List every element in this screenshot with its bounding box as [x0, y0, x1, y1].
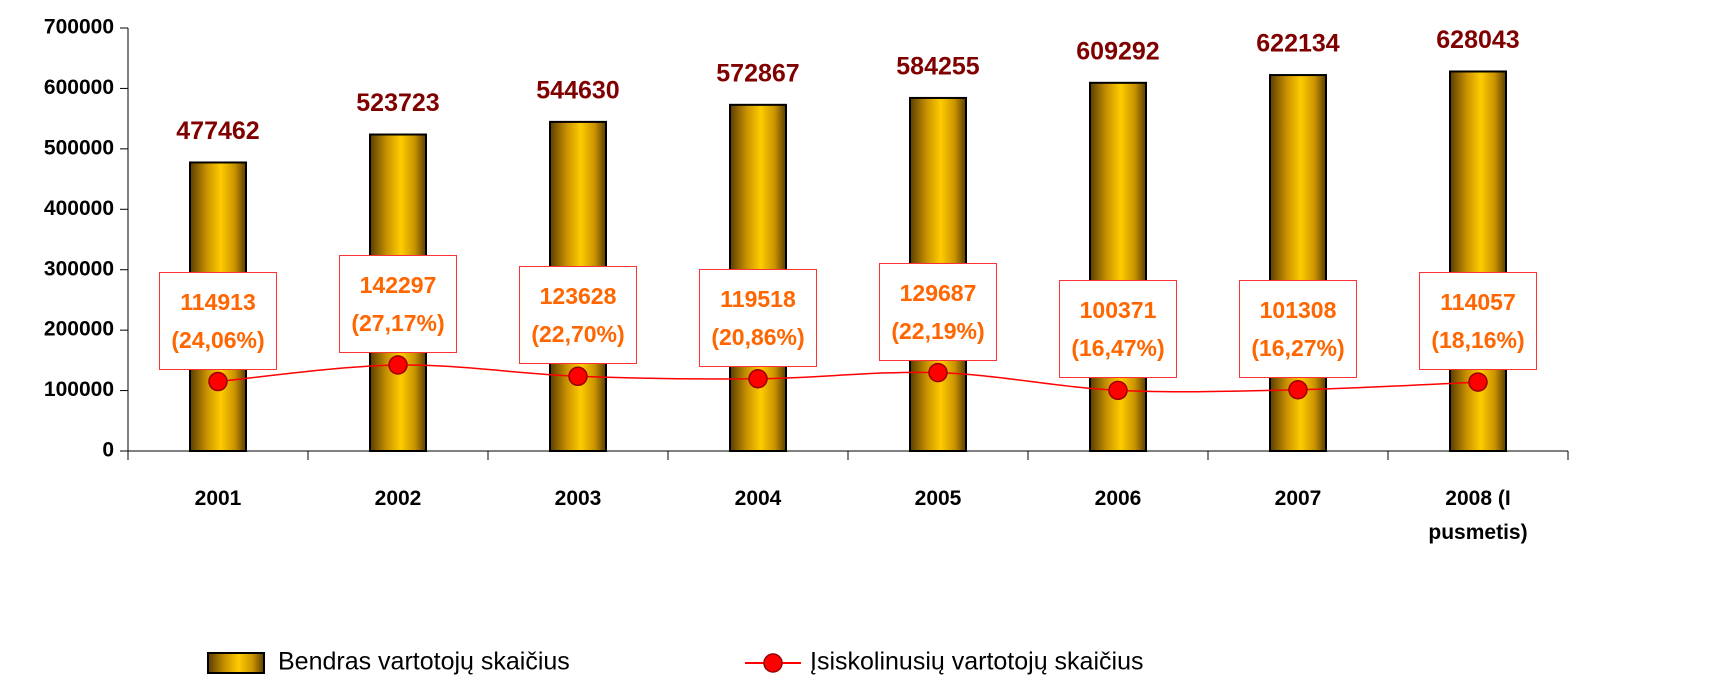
bar-value-label: 609292 [1076, 37, 1159, 65]
bar-value-label: 523723 [356, 89, 439, 117]
x-tick-label: 2008 (I pusmetis) [1428, 487, 1528, 544]
legend-bar-icon [207, 652, 265, 674]
x-tick-label: 2004 [734, 487, 782, 510]
bar-value-label: 584255 [896, 53, 980, 81]
legend-label: Įsiskolinusių vartotojų skaičius [810, 648, 1143, 676]
line-marker [568, 366, 588, 387]
x-tick-label: 2001 [194, 487, 242, 510]
line-value-label: 129687 (22,19%) [879, 262, 997, 361]
y-tick-label: 500000 [44, 136, 114, 159]
bar-value-label: 622134 [1256, 30, 1340, 58]
y-tick-label: 700000 [44, 16, 114, 39]
y-tick-label: 0 [102, 439, 114, 462]
line-marker [748, 369, 768, 389]
line-marker [928, 362, 948, 383]
y-tick-label: 200000 [44, 318, 114, 341]
x-tick-label: 2006 [1094, 487, 1142, 510]
line-value-label: 142297 (27,17%) [339, 255, 457, 353]
line [217, 364, 1479, 393]
line-value-label: 114913 (24,06%) [159, 271, 277, 370]
line-value-label: 123628 (22,70%) [519, 266, 637, 365]
x-tick-label: 2007 [1274, 487, 1322, 510]
legend-label: Bendras vartotojų skaičius [278, 648, 570, 676]
line-value-label: 101308 (16,27%) [1239, 279, 1357, 378]
line-marker [388, 355, 408, 375]
line-marker [1108, 380, 1128, 401]
line-value-label: 100371 (16,47%) [1059, 280, 1177, 379]
line-value-label: 119518 (20,86%) [699, 268, 817, 367]
bar-value-label: 544630 [536, 76, 619, 104]
bar-value-label: 628043 [1436, 26, 1519, 54]
x-tick-label: 2003 [554, 487, 602, 510]
x-tick-label: 2005 [914, 487, 962, 510]
line-value-label: 114057 (18,16%) [1419, 272, 1537, 371]
y-tick-label: 600000 [44, 76, 114, 99]
legend-marker-icon [763, 653, 783, 673]
line-marker [208, 371, 228, 392]
y-tick-label: 300000 [44, 257, 114, 280]
bar-value-label: 477462 [176, 117, 259, 145]
bar-value-label: 572867 [716, 59, 799, 87]
x-tick-label: 2002 [374, 487, 422, 510]
bar [1449, 70, 1507, 453]
y-tick-label: 400000 [44, 197, 114, 220]
line-marker [1288, 380, 1308, 400]
y-tick-label: 100000 [44, 378, 114, 401]
line-marker [1468, 372, 1488, 392]
